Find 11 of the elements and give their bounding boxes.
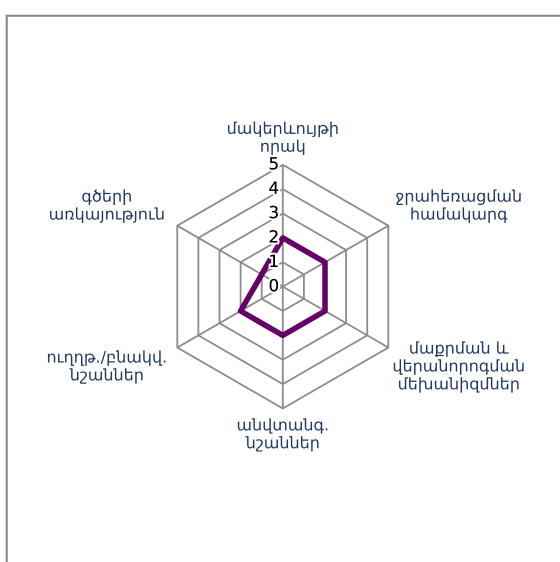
y-tick-label: 3 xyxy=(270,206,278,218)
y-tick-label: 5 xyxy=(270,157,278,170)
spoke-label: մակերևույթի որակ xyxy=(228,122,338,156)
spoke-label: ջրահեռացման համակարգ xyxy=(396,190,521,223)
spoke-label: ուղղթ./բնակվ. նշաններ xyxy=(48,350,166,384)
spoke-label: գծերի առկայություն xyxy=(50,190,164,223)
spoke-label: անվտանգ. նշաններ xyxy=(238,418,328,452)
y-tick-label: 2 xyxy=(270,230,278,242)
y-tick-label: 0 xyxy=(270,278,278,292)
y-tick-label: 4 xyxy=(269,182,278,194)
spoke-label: մաքրման և վերանորոգման մեխանիզմներ xyxy=(394,341,524,393)
